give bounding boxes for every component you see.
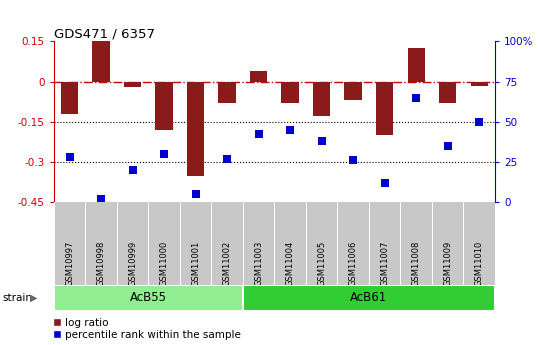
Bar xyxy=(376,81,393,135)
Text: AcB61: AcB61 xyxy=(350,291,387,304)
Bar xyxy=(407,48,425,81)
Bar xyxy=(243,285,495,310)
Point xyxy=(475,119,484,125)
Bar xyxy=(187,81,204,176)
Bar xyxy=(61,81,78,114)
Point xyxy=(412,95,421,100)
Point xyxy=(349,157,357,163)
Point xyxy=(443,143,452,148)
Bar xyxy=(281,81,299,103)
Point xyxy=(254,132,263,137)
Point xyxy=(65,154,74,160)
Text: ▶: ▶ xyxy=(30,293,37,303)
Point xyxy=(128,167,137,172)
Bar xyxy=(439,81,456,103)
Bar xyxy=(250,71,267,81)
Bar xyxy=(313,81,330,116)
Bar xyxy=(218,81,236,103)
Point xyxy=(223,156,231,161)
Text: AcB55: AcB55 xyxy=(130,291,167,304)
Point xyxy=(192,191,200,197)
Text: GDS471 / 6357: GDS471 / 6357 xyxy=(54,27,155,40)
Bar xyxy=(54,285,243,310)
Bar xyxy=(471,81,488,86)
Bar xyxy=(344,81,362,100)
Point xyxy=(286,127,294,132)
Point xyxy=(317,138,326,144)
Text: strain: strain xyxy=(3,293,33,303)
Point xyxy=(97,196,105,201)
Bar xyxy=(93,40,110,81)
Point xyxy=(160,151,168,157)
Point xyxy=(380,180,389,185)
Bar xyxy=(155,81,173,130)
Legend: log ratio, percentile rank within the sample: log ratio, percentile rank within the sa… xyxy=(54,318,241,340)
Bar xyxy=(124,81,141,87)
